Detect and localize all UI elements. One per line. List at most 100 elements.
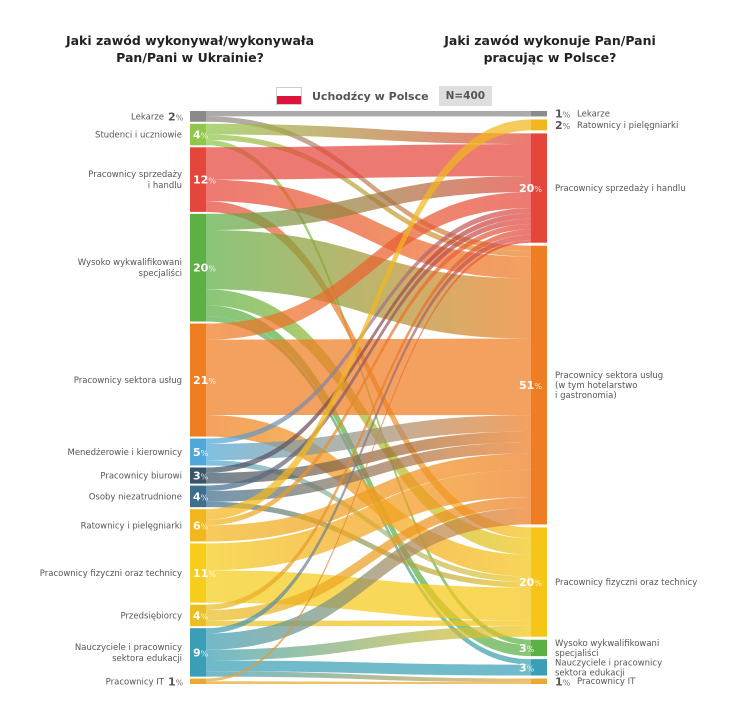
left-node-nauczyciele	[190, 628, 206, 677]
right-value-uslugi: 51%	[519, 379, 542, 392]
flow-wysoko-to-uslugi	[206, 230, 531, 339]
left-node-uslugi	[190, 323, 206, 437]
right-value-fizyczni: 20%	[519, 576, 542, 589]
flow-przedsiebiorcy-to-uslugi	[206, 497, 531, 621]
right-node-lekarze	[531, 111, 547, 117]
left-node-ratownicy	[190, 509, 206, 542]
left-value-uslugi: 21%	[193, 374, 216, 387]
flow-fizyczni-to-fizyczni	[206, 570, 531, 621]
flow-nauczyciele-to-uslugi	[206, 508, 531, 650]
sample-size-badge: N=400	[438, 86, 493, 106]
right-label-uslugi: Pracownicy sektora usług (w tym hotelarst…	[555, 371, 663, 401]
left-label-uslugi: Pracownicy sektora usług	[74, 376, 182, 386]
flow-nauczyciele-to-fizyczni	[206, 625, 531, 661]
right-value-wysoko: 3%	[519, 642, 535, 655]
left-value-fizyczni: 11%	[193, 567, 216, 580]
flow-menedzer-to-uslugi	[206, 415, 531, 461]
left-node-menedzer	[190, 438, 206, 466]
left-value-ratownicy: 6%	[193, 519, 209, 532]
left-value-sprzedaz: 12%	[193, 174, 216, 187]
left-label-biurowi: Pracownicy biurowi	[100, 472, 182, 482]
left-value-nauczyciele: 9%	[193, 646, 209, 659]
right-value-sprzedaz: 20%	[519, 182, 542, 195]
flow-bezrobotni-to-sprzedaz	[206, 218, 531, 491]
left-value-bezrobotni: 4%	[193, 490, 209, 503]
flow-przedsiebiorcy-to-sprzedaz	[206, 229, 531, 611]
flow-bezrobotni-to-fizyczni	[206, 501, 531, 588]
left-value-wysoko: 20%	[193, 262, 216, 275]
flow-sprzedaz-to-uslugi	[206, 179, 531, 279]
right-node-fizyczni	[531, 527, 547, 637]
left-node-lekarze	[190, 111, 206, 122]
right-node-nauczyciele	[531, 659, 547, 676]
right-label-lekarze: Lekarze	[577, 110, 610, 120]
right-label-it: Pracownicy IT	[577, 677, 636, 687]
right-node-ratownicy	[531, 119, 547, 131]
left-value-lekarze: 2%	[168, 110, 184, 123]
flow-nauczyciele-to-it	[206, 671, 531, 683]
left-label-nauczyciele: Nauczyciele i pracownicy sektora edukacji	[75, 643, 182, 664]
right-label-wysoko: Wysoko wykwalifikowani specjaliści	[555, 639, 659, 659]
right-label-nauczyciele: Nauczyciele i pracownicy sektora edukacji	[555, 658, 662, 678]
flow-biurowi-to-sprzedaz	[206, 213, 531, 473]
left-node-bezrobotni	[190, 485, 206, 508]
flow-menedzer-to-sprzedaz	[206, 208, 531, 444]
right-label-sprzedaz: Pracownicy sprzedaży i handlu	[555, 184, 686, 194]
flow-bezrobotni-to-uslugi	[206, 442, 531, 502]
flow-uslugi-to-sprzedaz	[206, 192, 531, 340]
left-label-studenci: Studenci i uczniowie	[95, 131, 182, 141]
left-node-wysoko	[190, 213, 206, 322]
left-node-przedsiebiorcy	[190, 604, 206, 627]
left-label-lekarze: Lekarze	[131, 112, 164, 122]
left-node-biurowi	[190, 467, 206, 484]
left-label-przedsiebiorcy: Przedsiębiorcy	[120, 611, 182, 621]
left-label-sprzedaz: Pracownicy sprzedaży i handlu	[88, 170, 182, 191]
left-value-przedsiebiorcy: 4%	[193, 609, 209, 622]
right-node-uslugi	[531, 245, 547, 525]
left-value-studenci: 4%	[193, 129, 209, 142]
left-label-it: Pracownicy IT	[106, 677, 165, 687]
right-value-it: 1%	[555, 675, 571, 688]
left-node-sprzedaz	[190, 147, 206, 212]
left-value-it: 1%	[168, 675, 184, 688]
flow-sprzedaz-to-sprzedaz	[206, 144, 531, 180]
flow-wysoko-to-wysoko	[206, 305, 531, 657]
right-label-ratownicy: Ratownicy i pielęgniarki	[577, 121, 678, 131]
legend-label: Uchodźcy w Polsce	[312, 89, 429, 103]
flow-ratownicy-to-uslugi	[206, 453, 531, 542]
left-label-wysoko: Wysoko wykwalifikowani specjaliści	[78, 258, 182, 279]
flow-it-to-it	[206, 681, 531, 684]
flow-studenci-to-sprzedaz	[206, 123, 531, 145]
flow-ratownicy-to-ratownicy	[206, 119, 531, 520]
right-node-it	[531, 678, 547, 684]
left-node-fizyczni	[190, 543, 206, 603]
poland-flag-icon	[276, 87, 302, 105]
flow-nauczyciele-to-sprzedaz	[206, 234, 531, 634]
flow-lekarze-to-lekarze	[206, 111, 531, 117]
right-value-nauczyciele: 3%	[519, 661, 535, 674]
right-value-lekarze: 1%	[555, 108, 571, 121]
left-label-bezrobotni: Osoby niezatrudnione	[89, 492, 182, 502]
right-value-ratownicy: 2%	[555, 119, 571, 132]
left-value-menedzer: 5%	[193, 446, 209, 459]
right-node-wysoko	[531, 639, 547, 657]
left-column-title: Jaki zawód wykonywał/wykonywała Pan/Pani…	[65, 33, 315, 65]
flow-it-to-sprzedaz	[206, 240, 531, 682]
legend: Uchodźcy w Polsce N=400	[276, 85, 493, 107]
flow-nauczyciele-to-nauczyciele	[206, 660, 531, 676]
flow-fizyczni-to-uslugi	[206, 469, 531, 571]
right-column-title: Jaki zawód wykonuje Pan/Pani pracując w …	[444, 33, 656, 65]
flow-wysoko-to-sprzedaz	[206, 176, 531, 231]
left-label-menedzer: Menedżerowie i kierownicy	[67, 448, 182, 458]
flow-przedsiebiorcy-to-fizyczni	[206, 620, 531, 627]
left-value-biurowi: 3%	[193, 470, 209, 483]
right-label-fizyczni: Pracownicy fizyczni oraz technicy	[555, 578, 697, 588]
right-node-sprzedaz	[531, 133, 547, 243]
left-label-ratownicy: Ratownicy i pielęgniarki	[81, 521, 182, 531]
left-label-fizyczni: Pracownicy fizyczni oraz technicy	[40, 569, 182, 579]
left-node-studenci	[190, 123, 206, 146]
flow-ratownicy-to-sprzedaz	[206, 224, 531, 526]
flow-lekarze-to-uslugi	[206, 116, 531, 252]
